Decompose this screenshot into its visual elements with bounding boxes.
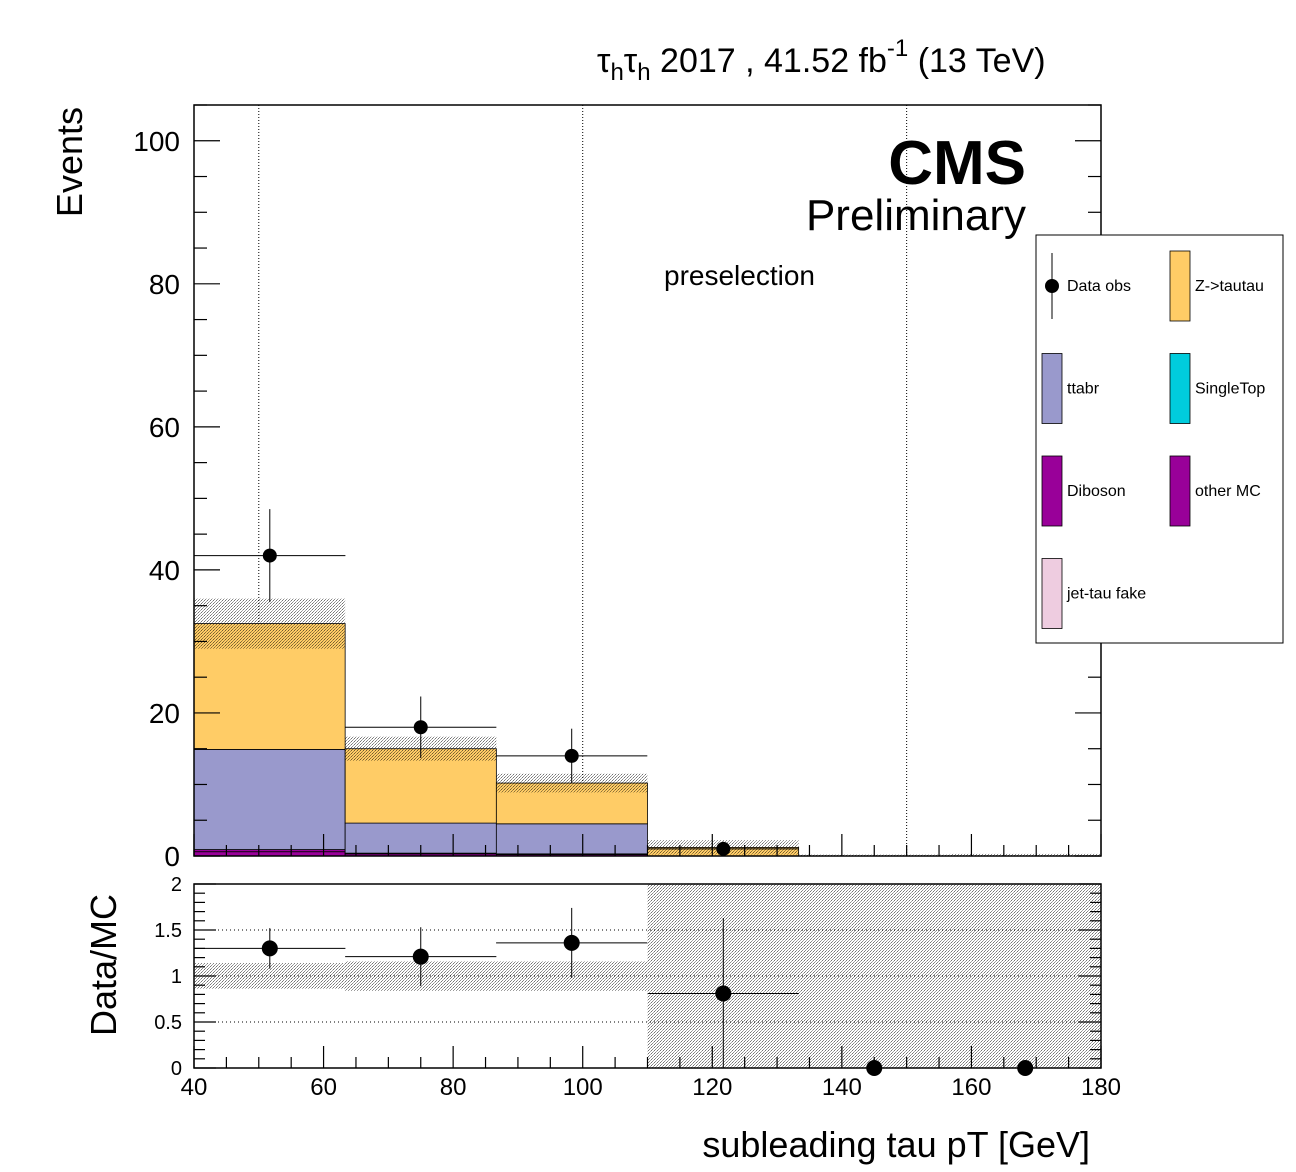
ratio-point-0: [261, 940, 278, 957]
legend-swatch-singletop: [1169, 353, 1191, 424]
x-tick-label-140: 140: [822, 1074, 862, 1101]
main-gridlines: [258, 105, 908, 856]
bar-z--tautau-1: [344, 748, 497, 824]
legend-frame: [1035, 234, 1284, 644]
ratio-y-tick-label-0: 0: [171, 1058, 182, 1080]
legend-marker-data-obs: [1045, 279, 1059, 293]
ratio-band-5: [949, 884, 1101, 1068]
ratio-uncertainty-band: [194, 884, 1101, 1068]
lumi-header: τhτh 2017 , 41.52 fb-1 (13 TeV): [597, 35, 1046, 86]
legend: Data obs Z->tautau ttabr SingleTop Diboson ot…: [1035, 234, 1284, 644]
y-tick-label-0: 0: [164, 841, 180, 872]
main-panel: 0 20 40 60 80 100 CMS Preliminary preselectio…: [49, 104, 1102, 872]
bar-ttabr-0: [193, 749, 346, 850]
x-tick-label-120: 120: [692, 1074, 732, 1101]
preliminary-label: Preliminary: [806, 191, 1026, 240]
x-tick-label-40: 40: [181, 1074, 208, 1101]
data-point-0: [262, 548, 277, 563]
ratio-point-1: [412, 948, 429, 965]
data-points: [194, 509, 799, 856]
x-tick-label-100: 100: [563, 1074, 603, 1101]
ratio-y-tick-label-1: 0.5: [154, 1012, 182, 1034]
main-y-ticks: 0 20 40 60 80 100: [133, 104, 1102, 872]
y-tick-label-100: 100: [133, 126, 180, 157]
x-tick-label-60: 60: [310, 1074, 337, 1101]
ratio-panel: 0 0.5 1 1.5 2 40 60 80 100 120 140 160 180 Data/MC s…: [83, 874, 1121, 1165]
legend-swatch-diboson: [1041, 455, 1063, 527]
legend-label-other-mc: other MC: [1195, 483, 1261, 500]
region-label: preselection: [664, 260, 815, 291]
y-tick-label-40: 40: [149, 555, 180, 586]
bar-ttabr-2: [495, 823, 648, 855]
x-tick-label-180: 180: [1081, 1074, 1121, 1101]
main-y-axis-label: Events: [49, 107, 90, 217]
y-tick-label-80: 80: [149, 269, 180, 300]
y-tick-label-60: 60: [149, 412, 180, 443]
ratio-y-tick-label-3: 1.5: [154, 920, 182, 942]
legend-swatch-ttabr: [1041, 353, 1063, 424]
data-point-1: [413, 720, 428, 735]
x-tick-label-160: 160: [951, 1074, 991, 1101]
y-tick-label-20: 20: [149, 698, 180, 729]
legend-label-jet-tau-fake: jet-tau fake: [1066, 586, 1146, 603]
ratio-y-axis-label: Data/MC: [83, 894, 124, 1036]
x-axis-label: subleading tau pT [GeV]: [702, 1124, 1090, 1165]
ratio-y-tick-label-2: 1: [171, 966, 182, 988]
legend-swatch-z--tautau: [1169, 250, 1191, 322]
cms-label: CMS: [888, 129, 1026, 198]
ratio-point-2: [563, 934, 580, 951]
legend-swatch-jet-tau-fake: [1041, 558, 1063, 629]
legend-label-singletop: SingleTop: [1195, 381, 1265, 398]
data-point-2: [564, 748, 579, 763]
ratio-point-3: [715, 985, 732, 1002]
legend-label-diboson: Diboson: [1067, 483, 1126, 500]
legend-label-ttabr: ttabr: [1067, 381, 1100, 398]
legend-label-data-obs: Data obs: [1067, 278, 1131, 295]
ratio-y-tick-label-4: 2: [171, 874, 182, 896]
unc-band-5: [949, 853, 1101, 856]
ratio-ticks: 0 0.5 1 1.5 2 40 60 80 100 120 140 160 180: [154, 874, 1121, 1101]
legend-swatch-other-mc: [1169, 455, 1191, 527]
legend-label-z--tautau: Z->tautau: [1195, 278, 1264, 295]
unc-band-0: [194, 598, 346, 649]
data-point-3: [716, 841, 731, 856]
x-tick-label-80: 80: [440, 1074, 467, 1101]
